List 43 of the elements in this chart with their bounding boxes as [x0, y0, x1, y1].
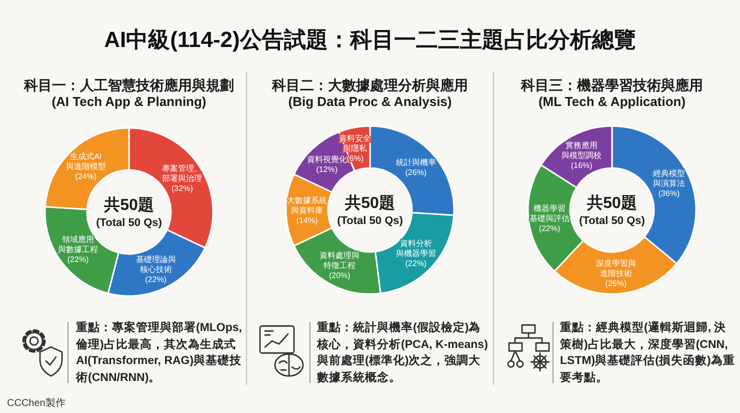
text: AI中級(114-2)公告試題：科目一二三主題占比分析總覽	[104, 27, 636, 52]
slice-label: 資料處理與特徵工程	[320, 251, 360, 270]
chart-subtitle: (ML Tech & Application)	[538, 94, 686, 109]
text: (Total 50 Qs)	[96, 217, 162, 229]
data-label: (22%)	[67, 255, 90, 264]
text: 共50題	[344, 194, 395, 212]
text: 共50題	[586, 194, 637, 212]
slice-label: 領域應用與數據工程	[58, 235, 98, 254]
chart-title: 科目二：大數據處理分析與應用	[271, 77, 468, 93]
data-label: (14%)	[296, 216, 318, 225]
slice-label: 基礎理論與核心技術	[136, 255, 176, 274]
data-label: (36%)	[658, 189, 680, 198]
data-label: (24%)	[75, 172, 97, 182]
data-label: (16%)	[570, 160, 593, 170]
data-label: (22%)	[145, 275, 167, 284]
slice-label: 經典模型與演算法	[652, 169, 686, 188]
chart-subtitle: (AI Tech App & Planning)	[52, 94, 206, 109]
data-label: (22%)	[405, 259, 427, 268]
data-label: (26%)	[605, 278, 627, 288]
text: CCChen製作	[7, 397, 66, 409]
chart-title: 科目一：人工智慧技術應用與規劃	[23, 77, 234, 93]
slice-label: 資料視覺化	[306, 155, 347, 164]
text: (Total 50 Qs)	[579, 215, 646, 227]
slice-label: 統計與機率	[396, 158, 436, 167]
chart-subtitle: (Big Data Proc & Analysis)	[288, 94, 452, 109]
text: (Total 50 Qs)	[337, 215, 404, 227]
slice-label: 生成式AI與進階模型	[66, 152, 106, 172]
slice-label: 大數據系統與資料庫	[287, 196, 327, 215]
text: 重點：統計與機率(假設檢定)為核心，資料分析(PCA, K-means)與前處理(標準化)次之，強調大數據系統概念。	[317, 320, 489, 386]
text: 重點：專案管理與部署(MLOps, 倫理)占比最高，其次為生成式AI(Transformer, RAG)與基礎技術(CNN/RNN)。	[76, 320, 243, 386]
text: 共50題	[103, 196, 154, 214]
slice-label: 專案管理、部署與治理	[162, 164, 202, 184]
text: 重點：經典模型(邏輯斯迴歸, 決策樹)占比最大，深度學習(CNN, LSTM)與基礎評估(損失函數)為重要考點。	[560, 320, 736, 386]
slice-label: 實務應用與模型調校	[562, 140, 602, 160]
chart-title: 科目三：機器學習技術與應用	[520, 77, 703, 93]
data-label: (32%)	[172, 184, 194, 194]
data-label: (20%)	[328, 271, 351, 280]
slice-label: 深度學習與進階技術	[596, 258, 636, 278]
slice-label: 資料分析與機器學習	[396, 239, 436, 258]
data-label: (12%)	[316, 165, 338, 174]
data-label: (22%)	[538, 224, 560, 233]
slice-label: 機器學習基礎與評估	[529, 204, 570, 223]
data-label: (26%)	[405, 168, 427, 177]
